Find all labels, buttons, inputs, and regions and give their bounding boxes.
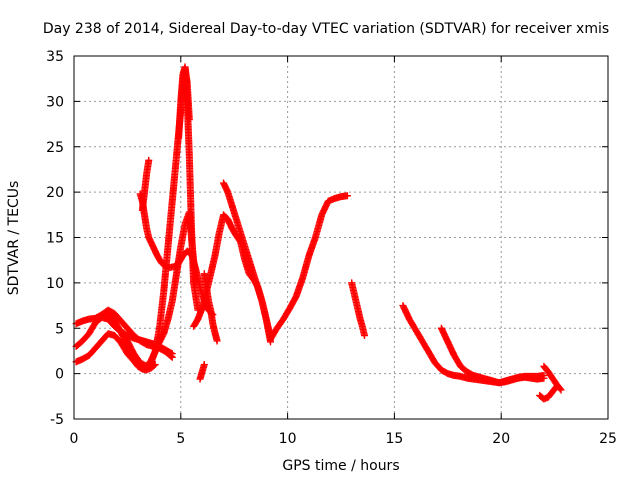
x-tick-label: 15 bbox=[385, 431, 403, 447]
x-tick-label: 0 bbox=[70, 431, 79, 447]
data-markers bbox=[72, 63, 565, 403]
y-tick-label: 15 bbox=[46, 231, 64, 247]
series-trace-h bbox=[175, 63, 193, 142]
series-trace-g bbox=[138, 156, 153, 214]
x-tick-label: 20 bbox=[492, 431, 510, 447]
y-axis-label: SDTVAR / TECUs bbox=[6, 181, 22, 296]
y-tick-label: 30 bbox=[46, 94, 64, 110]
y-tick-label: 5 bbox=[55, 321, 64, 337]
data-point bbox=[200, 361, 208, 369]
series-trace-p bbox=[437, 324, 548, 387]
series-trace-n bbox=[348, 279, 368, 340]
x-tick-labels: 0 5 10 15 20 25 bbox=[70, 431, 617, 447]
series-trace-j bbox=[190, 211, 275, 341]
series-trace-b bbox=[72, 313, 176, 358]
axis-ticks bbox=[73, 55, 609, 420]
data-point bbox=[540, 371, 548, 379]
data-point bbox=[167, 349, 175, 357]
data-point bbox=[213, 337, 221, 345]
series-trace-l bbox=[220, 179, 275, 346]
data-point bbox=[360, 332, 368, 340]
series-trace-m bbox=[267, 192, 351, 343]
series-trace-i bbox=[196, 361, 208, 383]
data-point bbox=[552, 383, 560, 391]
x-tick-label: 10 bbox=[279, 431, 297, 447]
data-point bbox=[145, 156, 153, 164]
data-point bbox=[343, 192, 351, 200]
data-point bbox=[185, 116, 193, 124]
data-point bbox=[168, 350, 176, 358]
y-tick-label: 0 bbox=[55, 367, 64, 383]
y-tick-label: -5 bbox=[50, 412, 64, 428]
y-tick-label: 35 bbox=[46, 49, 64, 65]
series-trace-r bbox=[536, 382, 561, 403]
data-point bbox=[553, 382, 561, 390]
x-axis-label: GPS time / hours bbox=[282, 458, 399, 474]
series-trace-k bbox=[200, 270, 221, 345]
y-tick-label: 20 bbox=[46, 185, 64, 201]
y-tick-labels: -5 0 5 10 15 20 25 30 35 bbox=[46, 49, 64, 428]
x-tick-label: 5 bbox=[176, 431, 185, 447]
y-tick-label: 10 bbox=[46, 276, 64, 292]
y-tick-label: 25 bbox=[46, 140, 64, 156]
data-point bbox=[151, 361, 159, 369]
chart-title: Day 238 of 2014, Sidereal Day-to-day VTE… bbox=[43, 21, 609, 37]
x-tick-label: 25 bbox=[599, 431, 617, 447]
data-point bbox=[557, 386, 565, 394]
